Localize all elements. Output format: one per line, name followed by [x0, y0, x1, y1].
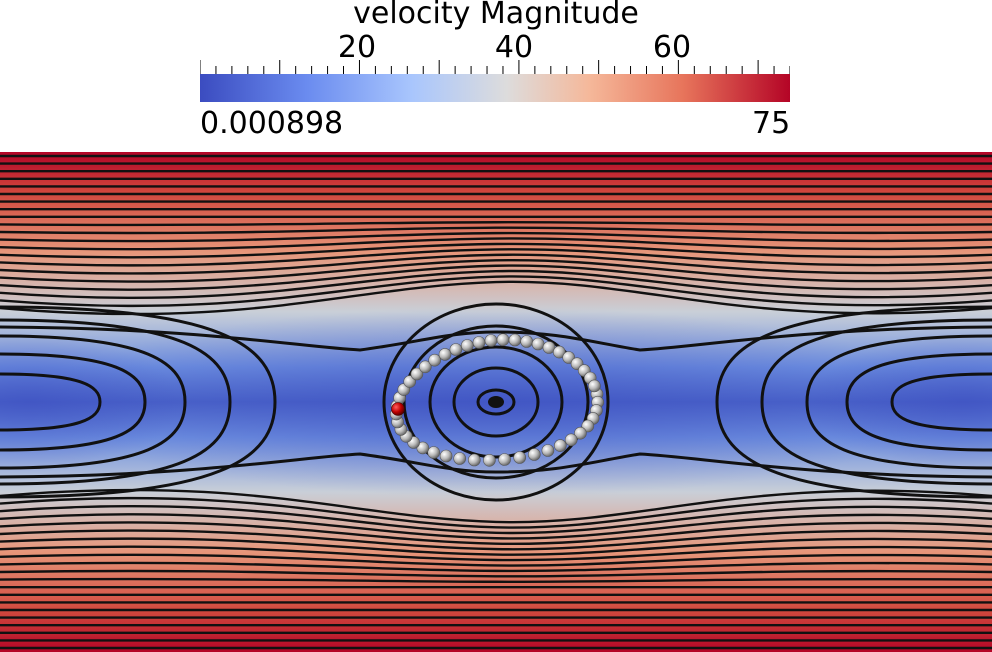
streamline [0, 372, 102, 432]
colorbar [200, 74, 790, 102]
particle-bead [508, 333, 522, 347]
particle-bead [541, 444, 555, 457]
particle-bead [410, 367, 424, 381]
particle-bead [484, 334, 498, 347]
flow-field-view[interactable] [0, 152, 992, 652]
particle-bead [427, 446, 441, 459]
streamline [0, 561, 992, 573]
legend-title: velocity Magnitude [353, 0, 639, 31]
streamline [0, 231, 992, 243]
streamline [0, 529, 992, 551]
streamlines [0, 154, 992, 650]
particle-bead [467, 453, 481, 467]
slow-region-left [0, 332, 180, 472]
particle-bead [513, 451, 527, 464]
streamline [0, 237, 992, 251]
particle-bead [428, 353, 442, 367]
tick-label-40: 40 [494, 30, 534, 65]
streamline [0, 248, 992, 267]
vortex-streamline [452, 366, 540, 438]
streamline [0, 352, 147, 452]
vortex-streamline [382, 302, 610, 502]
particle-bead [531, 337, 545, 351]
streamline [715, 305, 992, 499]
streamline [0, 577, 992, 583]
streamline [0, 221, 992, 227]
streamline [0, 269, 992, 299]
min-value-label: 0.000898 [200, 106, 344, 141]
streamline [0, 521, 992, 546]
particle-bead [460, 339, 474, 352]
color-legend: velocity Magnitude 20 40 60 0.000898 75 [0, 0, 992, 150]
tick-label-60: 60 [652, 30, 692, 65]
streamline [0, 505, 992, 535]
particle-bead [439, 449, 453, 463]
streamline [0, 253, 992, 275]
streamline [0, 496, 992, 529]
streamline [0, 488, 992, 524]
streamline [0, 305, 277, 499]
particle-bead [588, 379, 601, 393]
particle-bead [520, 335, 534, 348]
streamline [805, 334, 992, 470]
streamline [0, 452, 992, 479]
max-value-label: 75 [752, 106, 791, 141]
vortex-core [488, 396, 504, 408]
vortex-streamline [428, 345, 564, 459]
highlighted-particle-bead [391, 402, 405, 416]
streamline [0, 318, 232, 486]
colorbar-ticks [200, 60, 790, 74]
streamline [0, 545, 992, 562]
streamline [0, 553, 992, 567]
particle-chain [389, 333, 605, 467]
streamline [0, 280, 992, 316]
particle-bead [496, 333, 510, 346]
vortex-streamline [476, 388, 516, 416]
streamline [0, 258, 992, 283]
particle-bead [453, 452, 467, 465]
streamline [890, 372, 992, 432]
streamline [760, 318, 992, 486]
particle-bead [564, 433, 578, 447]
streamline [0, 569, 992, 578]
streamline [0, 264, 992, 291]
streamline [845, 352, 992, 452]
particle-bead [498, 453, 511, 466]
streamline [0, 275, 992, 308]
particle-bead [418, 360, 432, 374]
streamline [0, 226, 992, 235]
particle-bead [574, 426, 587, 440]
streamline [0, 513, 992, 540]
streamline [0, 537, 992, 556]
particle-bead [449, 343, 463, 356]
slow-region-right [812, 332, 992, 472]
streamline [0, 334, 187, 470]
particle-bead [472, 336, 486, 349]
flow-field-svg [0, 152, 992, 652]
streamline [0, 325, 992, 352]
streamline [0, 242, 992, 259]
tick-label-20: 20 [337, 30, 377, 65]
particle-bead [438, 348, 452, 361]
particle-bead [553, 439, 567, 452]
particle-bead [527, 448, 541, 461]
particle-bead [552, 345, 566, 359]
particle-bead [483, 453, 496, 467]
